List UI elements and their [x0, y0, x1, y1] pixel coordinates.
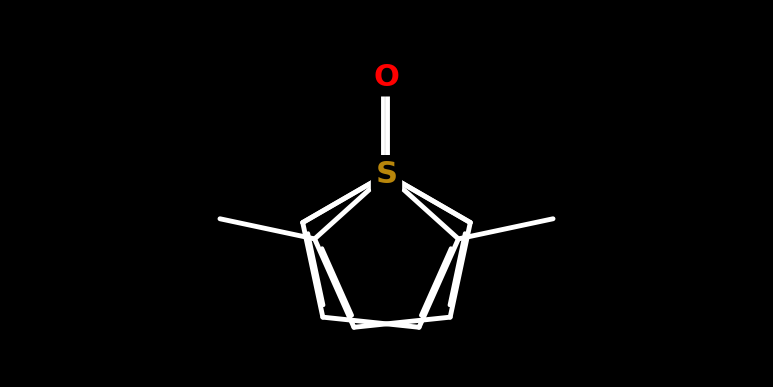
Text: S: S — [376, 160, 397, 188]
Text: S: S — [376, 160, 397, 188]
Text: O: O — [373, 63, 400, 92]
